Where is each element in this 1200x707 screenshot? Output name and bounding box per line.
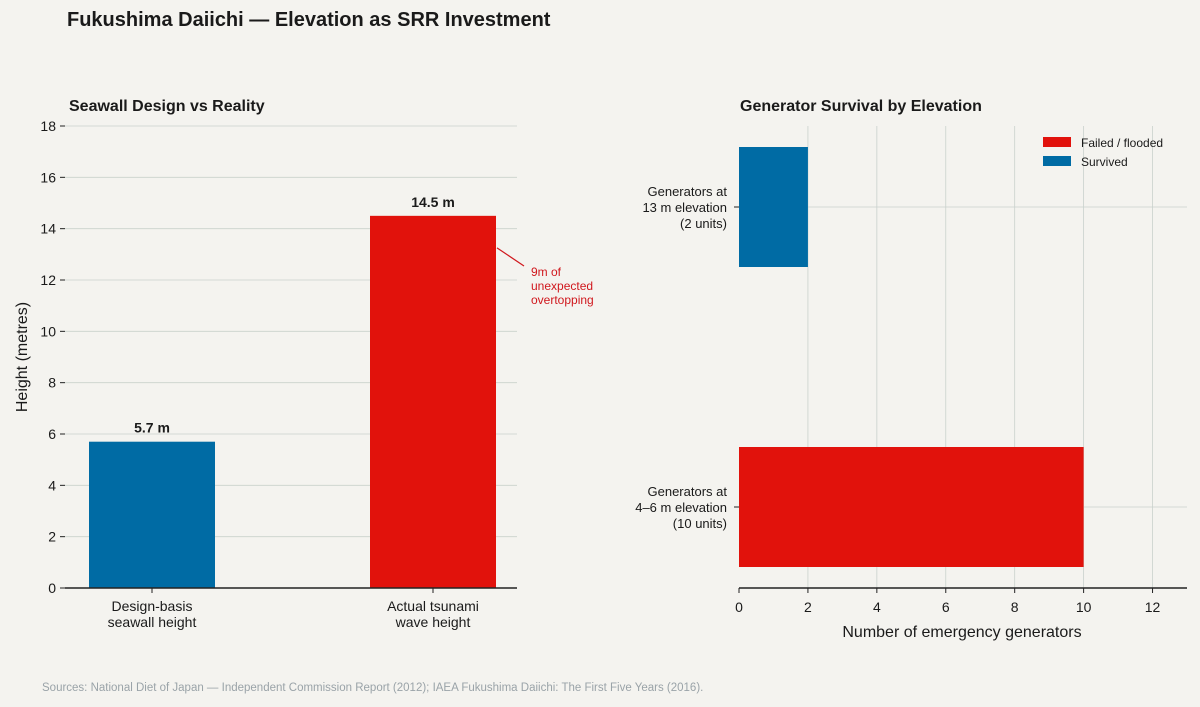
y-tick-label: 2 — [48, 529, 56, 545]
y-tick-label: 12 — [40, 272, 56, 288]
x-tick-label: 0 — [735, 599, 743, 615]
legend-label: Survived — [1081, 155, 1128, 169]
y-tick-label: 10 — [40, 323, 56, 339]
bar-value-label: 5.7 m — [134, 420, 170, 436]
x-tick-label: Actual tsunami — [387, 598, 479, 614]
generator-chart-title: Generator Survival by Elevation — [740, 98, 982, 115]
y-tick-label: Generators at — [648, 484, 728, 499]
y-axis-label: Height (metres) — [14, 302, 31, 412]
legend-swatch — [1043, 156, 1071, 166]
y-tick-label: 14 — [40, 221, 56, 237]
annotation-text: 9m of — [531, 265, 562, 279]
annotation-arrow — [496, 247, 525, 267]
bar-value-label: 14.5 m — [411, 194, 455, 210]
x-tick-label: 2 — [804, 599, 812, 615]
bar — [89, 441, 215, 588]
x-tick-label: wave height — [395, 614, 471, 630]
y-tick-label: 4 — [48, 477, 56, 493]
generator-chart: Generator Survival by Elevation 0 2 4 6 8 10 12… — [635, 98, 1187, 641]
bar — [739, 447, 1084, 567]
x-tick-label: 4 — [873, 599, 881, 615]
x-tick-label: Design-basis — [112, 598, 193, 614]
bar — [370, 215, 496, 589]
source-note: Sources: National Diet of Japan — Indepe… — [42, 682, 704, 694]
y-tick-label: 16 — [40, 169, 56, 185]
main-title: Fukushima Daiichi — Elevation as SRR Inv… — [67, 9, 551, 31]
x-tick-label: seawall height — [108, 614, 197, 630]
x-axis-label: Number of emergency generators — [842, 624, 1081, 641]
legend-label: Failed / flooded — [1081, 136, 1163, 150]
x-tick-label: 12 — [1145, 599, 1161, 615]
x-tick-label: 6 — [942, 599, 950, 615]
bar — [739, 147, 808, 267]
seawall-chart-title: Seawall Design vs Reality — [69, 98, 265, 115]
x-tick-label: 10 — [1076, 599, 1092, 615]
y-tick-label: 8 — [48, 375, 56, 391]
y-tick-label: (10 units) — [673, 516, 727, 531]
annotation-text: overtopping — [531, 293, 594, 307]
y-tick-label: Generators at — [648, 184, 728, 199]
y-tick-label: 4–6 m elevation — [635, 500, 727, 515]
x-tick-label: 8 — [1011, 599, 1019, 615]
seawall-chart: Seawall Design vs Reality 0 2 4 6 8 10 12 14 16 18… — [14, 98, 594, 630]
y-tick-label: (2 units) — [680, 216, 727, 231]
y-tick-label: 18 — [40, 118, 56, 134]
y-tick-label: 13 m elevation — [642, 200, 727, 215]
annotation-text: unexpected — [531, 279, 593, 293]
y-tick-label: 0 — [48, 580, 56, 596]
legend-swatch — [1043, 137, 1071, 147]
y-tick-label: 6 — [48, 426, 56, 442]
